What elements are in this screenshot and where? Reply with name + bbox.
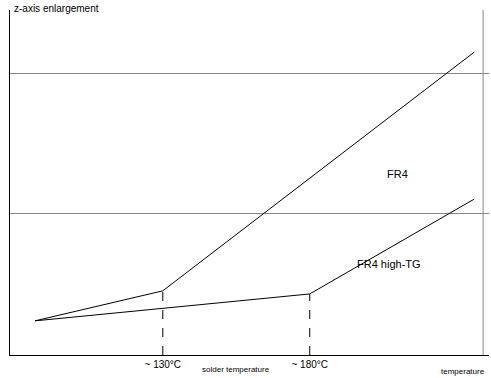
svg-text:temperature: temperature bbox=[441, 367, 485, 376]
svg-text:z-axis enlargement: z-axis enlargement bbox=[14, 3, 99, 14]
svg-text:FR4: FR4 bbox=[387, 168, 408, 180]
svg-text:FR4 high-TG: FR4 high-TG bbox=[357, 258, 421, 270]
svg-text:~ 130°C: ~ 130°C bbox=[145, 359, 182, 370]
svg-text:~ 180°C: ~ 180°C bbox=[291, 359, 328, 370]
svg-text:solder temperature: solder temperature bbox=[202, 365, 270, 374]
